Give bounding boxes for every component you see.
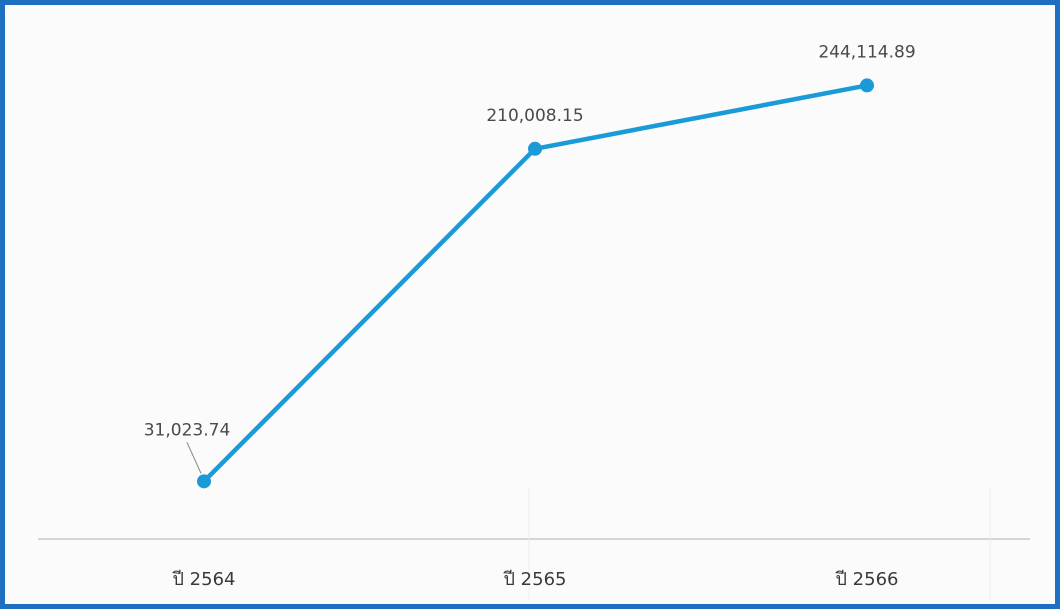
data-label: 31,023.74 (144, 420, 231, 440)
x-tick-label: ปี 2565 (503, 569, 566, 590)
data-label: 244,114.89 (818, 42, 915, 62)
data-point (860, 78, 874, 93)
data-point (528, 141, 542, 156)
x-tick-label: ปี 2564 (172, 569, 235, 590)
x-tick-label: ปี 2566 (835, 569, 898, 590)
data-label: 210,008.15 (486, 106, 583, 126)
data-point (197, 474, 211, 489)
label-leader-line (186, 442, 202, 474)
